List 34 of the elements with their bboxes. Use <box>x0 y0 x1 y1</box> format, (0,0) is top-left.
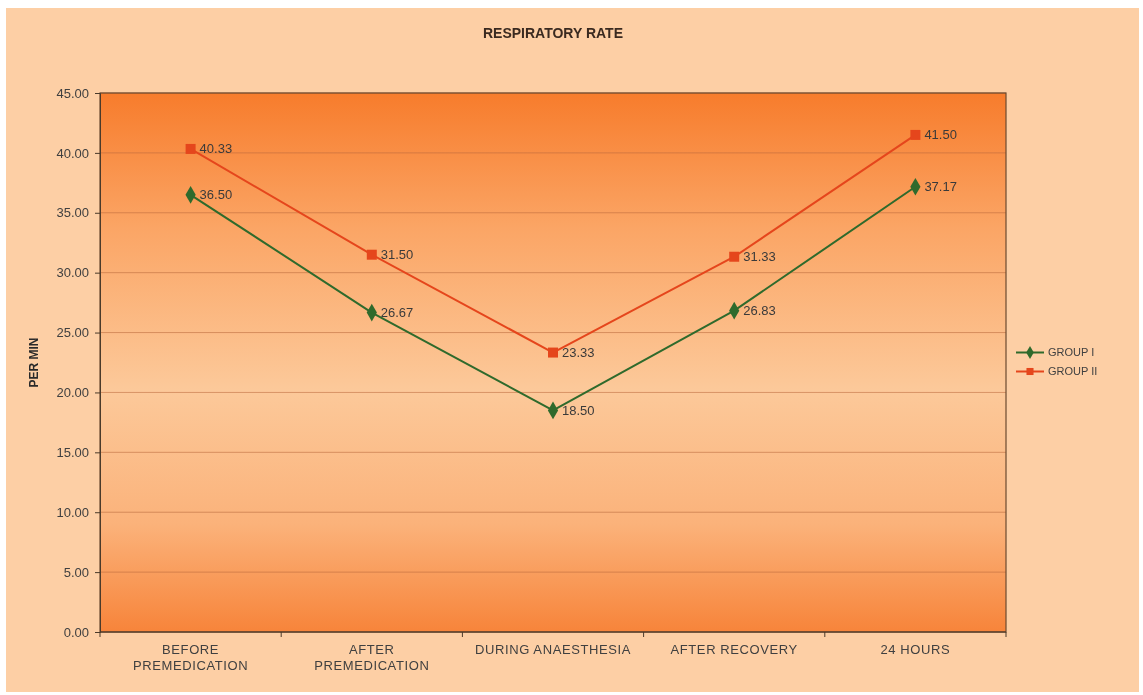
point <box>548 347 558 358</box>
y-tick-label: 5.00 <box>63 564 89 580</box>
x-tick-label: 24 HOURS <box>880 642 951 657</box>
point <box>366 249 377 260</box>
data-label: 31.33 <box>743 249 776 265</box>
data-label: 31.50 <box>380 247 414 263</box>
x-tick-label: AFTER PREMEDICATION <box>314 642 430 674</box>
y-tick-label: 30.00 <box>56 265 89 281</box>
data-label: 36.50 <box>199 187 233 203</box>
point <box>185 143 196 154</box>
data-label: 37.17 <box>924 179 957 195</box>
y-tick-label: 10.00 <box>56 504 89 520</box>
data-label: 26.83 <box>743 303 776 319</box>
x-tick-label: AFTER RECOVERY <box>670 642 798 657</box>
y-tick-label: 15.00 <box>56 444 89 460</box>
point <box>910 129 921 140</box>
point <box>729 251 740 262</box>
y-axis-title: PER MIN <box>27 337 41 388</box>
chart-title: RESPIRATORY RATE <box>482 25 624 41</box>
y-tick-label: 20.00 <box>56 385 89 401</box>
x-tick-label: BEFORE PREMEDICATION <box>133 642 249 674</box>
y-tick-label: 40.00 <box>56 145 89 161</box>
y-tick-label: 25.00 <box>56 325 89 341</box>
x-tick-label: DURING ANAESTHESIA <box>475 642 631 657</box>
y-tick-label: 35.00 <box>56 205 89 221</box>
data-label: 41.50 <box>924 127 957 143</box>
data-label: 26.67 <box>380 305 414 321</box>
y-tick-label: 0.00 <box>63 624 89 640</box>
data-label: 23.33 <box>562 345 595 361</box>
legend-label: GROUP I <box>1048 346 1095 359</box>
data-label: 40.33 <box>199 141 233 157</box>
data-label: 18.50 <box>562 402 595 418</box>
y-tick-label: 45.00 <box>56 85 89 101</box>
legend-label: GROUP II <box>1048 365 1098 378</box>
